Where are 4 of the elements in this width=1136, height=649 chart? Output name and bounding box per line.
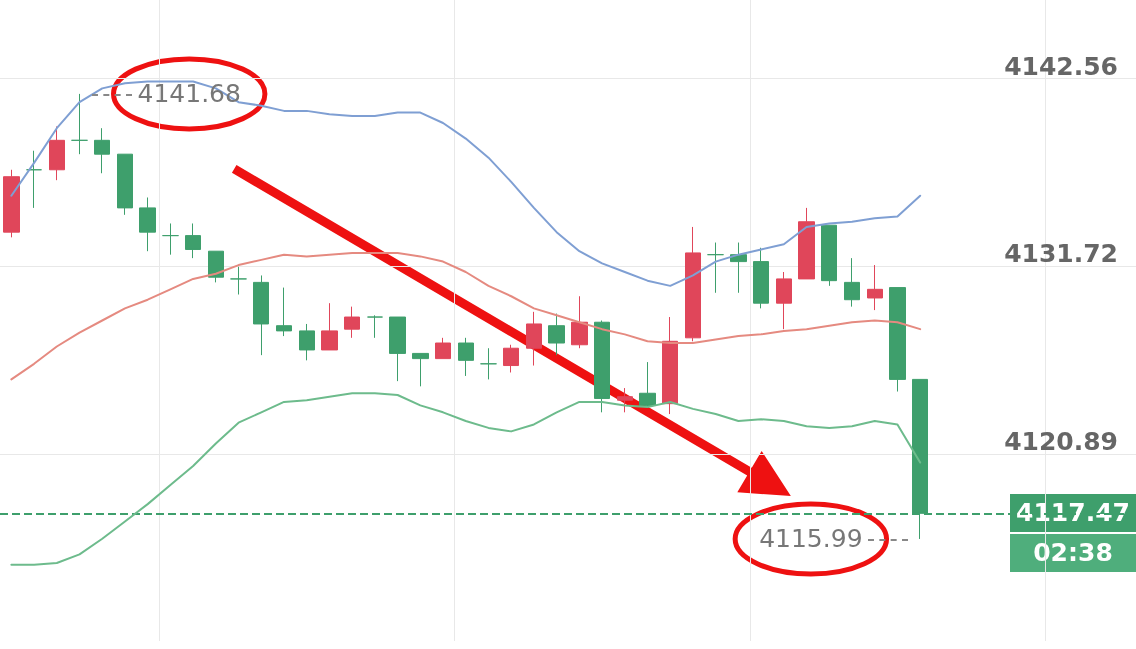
- y-tick-label: 4142.56: [1004, 51, 1118, 81]
- y-tick-label: 4131.72: [1004, 239, 1118, 269]
- annotation: 4115.99: [758, 523, 864, 554]
- y-tick-label: 4120.89: [1004, 427, 1118, 457]
